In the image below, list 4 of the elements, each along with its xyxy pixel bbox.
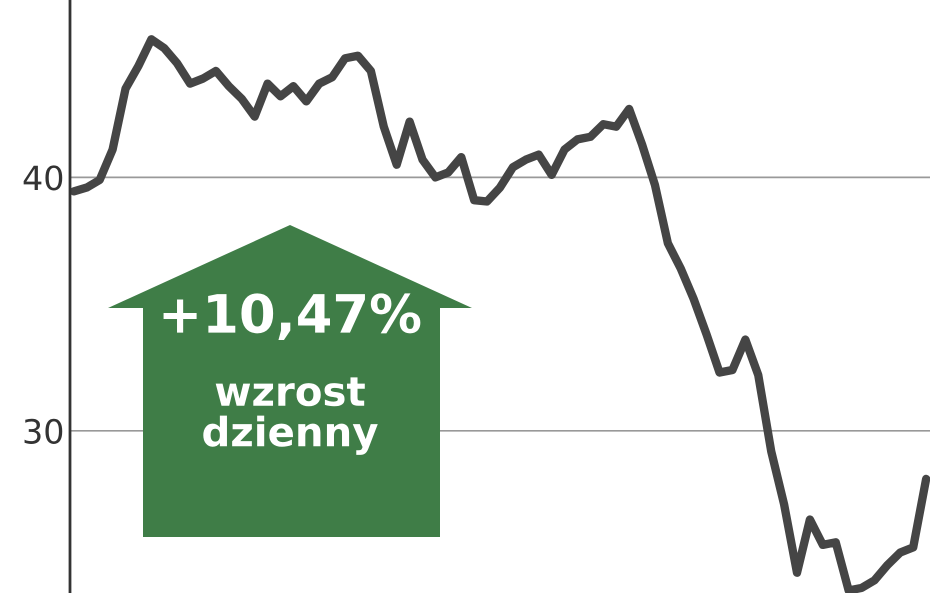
y-tick-label: 40 (24, 165, 62, 191)
annotation: wzrost dzienny (203, 377, 378, 455)
annotation: +10,47% (164, 293, 420, 340)
y-tick-label: 30 (24, 418, 62, 444)
